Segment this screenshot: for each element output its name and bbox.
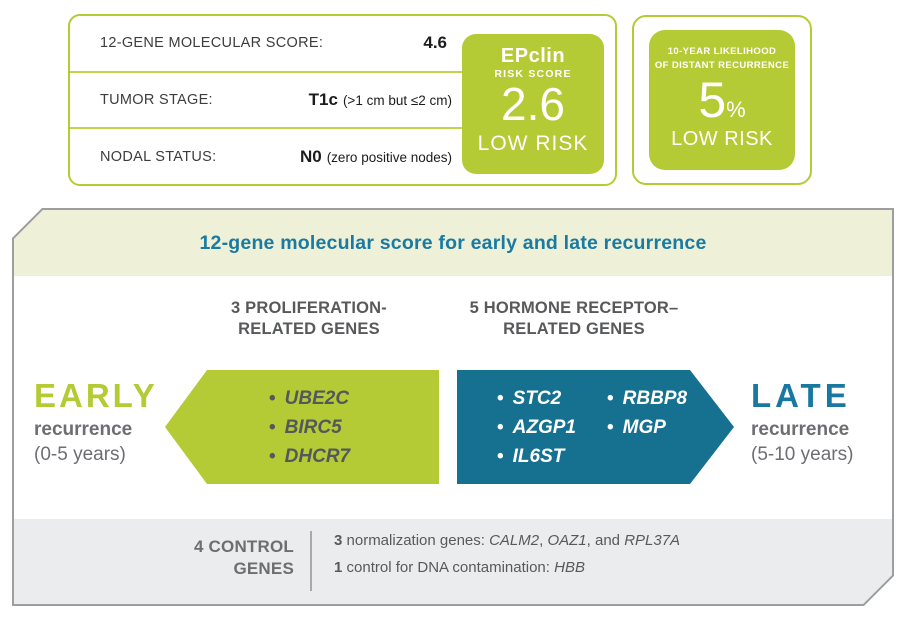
likelihood-badge: 10-YEAR LIKELIHOOD OF DISTANT RECURRENCE… bbox=[649, 30, 795, 170]
nodal-status-note: (zero positive nodes) bbox=[326, 149, 452, 165]
proliferation-heading-line1: 3 PROLIFERATION- bbox=[231, 299, 387, 317]
likelihood-heading: 10-YEAR LIKELIHOOD OF DISTANT RECURRENCE bbox=[649, 45, 795, 74]
late-title: LATE bbox=[751, 377, 851, 414]
likelihood-risk-level: LOW RISK bbox=[671, 127, 773, 150]
percent-sign: % bbox=[726, 96, 746, 122]
hormone-heading-line2: RELATED GENES bbox=[503, 320, 645, 339]
gene-diagram-inner: 12-gene molecular score for early and la… bbox=[14, 210, 892, 604]
gene-diagram-panel: 12-gene molecular score for early and la… bbox=[12, 208, 894, 606]
tumor-stage-code: T1c bbox=[308, 90, 338, 109]
text-segment: 3 bbox=[334, 532, 343, 549]
control-genes-footer: 4 CONTROL GENES 3 normalization genes: C… bbox=[14, 519, 892, 604]
likelihood-heading-line2: OF DISTANT RECURRENCE bbox=[654, 60, 790, 72]
diagram-title: 12-gene molecular score for early and la… bbox=[199, 231, 707, 254]
vertical-divider bbox=[310, 531, 312, 591]
gene-item: MGP bbox=[607, 413, 687, 442]
epclin-risk-level: LOW RISK bbox=[477, 131, 589, 155]
row-tumor-stage: TUMOR STAGE: T1c (>1 cm but ≤2 cm) bbox=[70, 73, 462, 130]
dna-contamination-line: 1 control for DNA contamination: HBB bbox=[334, 559, 680, 576]
gene-name: RPL37A bbox=[624, 532, 681, 549]
molecular-score-panel: 12-GENE MOLECULAR SCORE: 4.6 TUMOR STAGE… bbox=[68, 14, 617, 186]
gene-item: AZGP1 bbox=[497, 413, 576, 442]
text-segment: , bbox=[539, 532, 548, 549]
early-sub: recurrence bbox=[34, 419, 133, 440]
text-segment: , and bbox=[586, 532, 625, 549]
epclin-risk-score-badge: EPclin RISK SCORE 2.6 LOW RISK bbox=[462, 34, 604, 174]
likelihood-value: 5% bbox=[649, 75, 795, 125]
likelihood-heading-line1: 10-YEAR LIKELIHOOD bbox=[667, 46, 777, 57]
late-recurrence-label: LATE recurrence (5-10 years) bbox=[751, 379, 901, 466]
epclin-title: EPclin bbox=[500, 45, 566, 67]
late-range: (5-10 years) bbox=[751, 444, 854, 465]
control-genes-label-line2: GENES bbox=[233, 559, 294, 579]
gene-item: BIRC5 bbox=[269, 413, 350, 442]
early-range: (0-5 years) bbox=[34, 444, 126, 465]
gene-item: IL6ST bbox=[497, 442, 576, 471]
tumor-stage-value: T1c (>1 cm but ≤2 cm) bbox=[309, 90, 452, 110]
molecular-score-label: 12-GENE MOLECULAR SCORE: bbox=[100, 35, 324, 52]
late-sub: recurrence bbox=[751, 419, 850, 440]
early-recurrence-label: EARLY recurrence (0-5 years) bbox=[34, 379, 169, 466]
text-segment: control for DNA contamination: bbox=[342, 559, 555, 576]
nodal-status-code: N0 bbox=[299, 146, 322, 166]
epclin-score-value: 2.6 bbox=[501, 78, 565, 130]
score-rows: 12-GENE MOLECULAR SCORE: 4.6 TUMOR STAGE… bbox=[70, 16, 462, 184]
proliferation-genes-heading: 3 PROLIFERATION- RELATED GENES bbox=[164, 298, 454, 341]
molecular-score-value: 4.6 bbox=[423, 33, 452, 53]
molecular-score-number: 4.6 bbox=[423, 33, 447, 53]
control-genes-label: 4 CONTROL GENES bbox=[74, 536, 294, 580]
hormone-gene-list-col1: STC2 AZGP1 IL6ST bbox=[497, 384, 576, 471]
diagram-title-band: 12-gene molecular score for early and la… bbox=[14, 210, 892, 276]
hormone-gene-list-col2: RBBP8 MGP bbox=[607, 384, 687, 442]
nodal-status-label: NODAL STATUS: bbox=[100, 148, 217, 165]
gene-item: DHCR7 bbox=[269, 442, 350, 471]
gene-name: OAZ1 bbox=[547, 532, 587, 549]
control-genes-label-line1: 4 CONTROL bbox=[193, 537, 294, 556]
nodal-status-value: N0 (zero positive nodes) bbox=[300, 147, 452, 167]
row-molecular-score: 12-GENE MOLECULAR SCORE: 4.6 bbox=[70, 16, 462, 73]
text-segment: 1 bbox=[334, 559, 343, 576]
tumor-stage-label: TUMOR STAGE: bbox=[100, 92, 213, 108]
gene-item: RBBP8 bbox=[607, 384, 687, 413]
control-genes-details: 3 normalization genes: CALM2, OAZ1, and … bbox=[334, 532, 680, 586]
epclin-subtitle: RISK SCORE bbox=[494, 68, 572, 80]
distant-recurrence-panel: 10-YEAR LIKELIHOOD OF DISTANT RECURRENCE… bbox=[632, 15, 812, 185]
likelihood-percent-number: 5 bbox=[698, 71, 727, 128]
row-nodal-status: NODAL STATUS: N0 (zero positive nodes) bbox=[70, 129, 462, 184]
normalization-genes-line: 3 normalization genes: CALM2, OAZ1, and … bbox=[334, 532, 680, 549]
gene-item: UBE2C bbox=[269, 384, 350, 413]
diagram-body: 3 PROLIFERATION- RELATED GENES 5 HORMONE… bbox=[14, 276, 892, 519]
hormone-genes-arrow: STC2 AZGP1 IL6ST RBBP8 MGP bbox=[457, 370, 734, 484]
gene-item: STC2 bbox=[497, 384, 576, 413]
proliferation-genes-arrow: UBE2C BIRC5 DHCR7 bbox=[165, 370, 439, 484]
text-segment: normalization genes: bbox=[342, 532, 490, 549]
gene-name: HBB bbox=[554, 559, 585, 576]
hormone-heading-line1: 5 HORMONE RECEPTOR– bbox=[469, 299, 679, 317]
tumor-stage-note: (>1 cm but ≤2 cm) bbox=[342, 93, 452, 108]
proliferation-heading-line2: RELATED GENES bbox=[238, 320, 380, 339]
hormone-genes-heading: 5 HORMONE RECEPTOR– RELATED GENES bbox=[429, 298, 719, 341]
early-title: EARLY bbox=[34, 377, 158, 414]
gene-name: CALM2 bbox=[489, 532, 540, 549]
proliferation-gene-list: UBE2C BIRC5 DHCR7 bbox=[269, 384, 350, 471]
